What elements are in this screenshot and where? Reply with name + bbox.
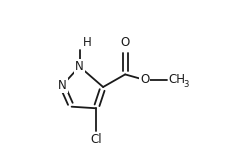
Text: Cl: Cl (90, 133, 102, 146)
Text: 3: 3 (183, 80, 189, 89)
Text: O: O (120, 36, 130, 49)
Text: CH: CH (168, 73, 185, 86)
Text: H: H (83, 36, 92, 49)
Text: N: N (75, 60, 84, 73)
Text: O: O (140, 73, 149, 86)
Text: N: N (58, 79, 67, 92)
